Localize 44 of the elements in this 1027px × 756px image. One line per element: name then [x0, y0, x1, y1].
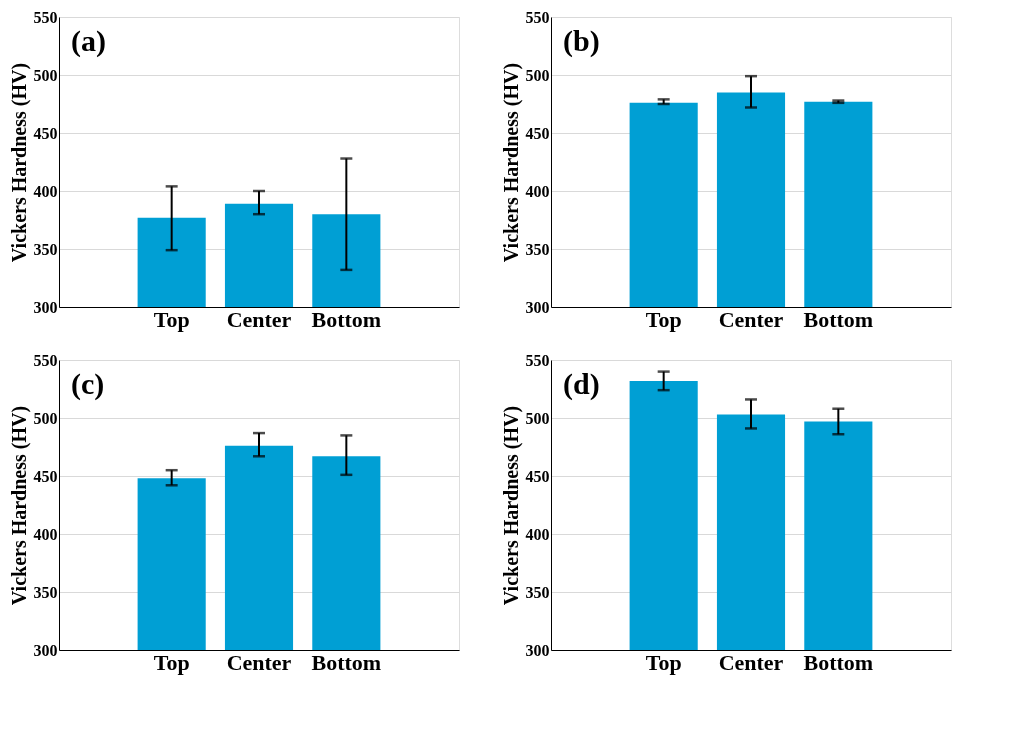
- annotation: (c): [71, 367, 105, 401]
- x-tick-label: Top: [645, 649, 682, 675]
- x-tick-label: Bottom: [311, 649, 382, 675]
- y-axis-title: Vickers Hardness (HV): [499, 405, 523, 606]
- y-tick-label: 350: [33, 583, 58, 601]
- x-tick-label: Center: [718, 306, 784, 332]
- y-tick-label: 450: [33, 467, 58, 485]
- y-axis-title: Vickers Hardness (HV): [499, 62, 523, 263]
- y-axis-title: Vickers Hardness (HV): [7, 405, 31, 606]
- y-tick-label: 400: [33, 182, 58, 200]
- x-tick-label: Center: [226, 649, 292, 675]
- annotation: (a): [71, 24, 106, 58]
- y-tick-label: 500: [525, 409, 550, 427]
- y-tick-label: 450: [525, 467, 550, 485]
- y-tick-label: 550: [525, 351, 550, 369]
- x-tick-label: Bottom: [803, 649, 874, 675]
- y-tick-label: 450: [525, 124, 550, 142]
- y-tick-label: 500: [33, 409, 58, 427]
- y-tick-label: 350: [33, 240, 58, 258]
- y-tick-label: 400: [33, 525, 58, 543]
- x-tick-label: Top: [153, 649, 190, 675]
- y-tick-label: 300: [525, 298, 550, 316]
- x-tick-label: Center: [226, 306, 292, 332]
- y-tick-label: 500: [525, 66, 550, 84]
- x-tick-label: Top: [645, 306, 682, 332]
- y-tick-label: 550: [33, 351, 58, 369]
- annotation: (d): [563, 367, 600, 401]
- y-tick-label: 550: [525, 8, 550, 26]
- x-tick-label: Bottom: [311, 306, 382, 332]
- y-tick-label: 400: [525, 182, 550, 200]
- y-tick-label: 300: [525, 641, 550, 659]
- annotation: (b): [563, 24, 600, 58]
- y-axis-title: Vickers Hardness (HV): [7, 62, 31, 263]
- y-tick-label: 400: [525, 525, 550, 543]
- x-tick-label: Top: [153, 306, 190, 332]
- x-tick-label: Bottom: [803, 306, 874, 332]
- y-tick-label: 500: [33, 66, 58, 84]
- y-tick-label: 350: [525, 583, 550, 601]
- y-tick-label: 450: [33, 124, 58, 142]
- y-tick-label: 350: [525, 240, 550, 258]
- y-tick-label: 550: [33, 8, 58, 26]
- y-tick-label: 300: [33, 298, 58, 316]
- x-tick-label: Center: [718, 649, 784, 675]
- y-tick-label: 300: [33, 641, 58, 659]
